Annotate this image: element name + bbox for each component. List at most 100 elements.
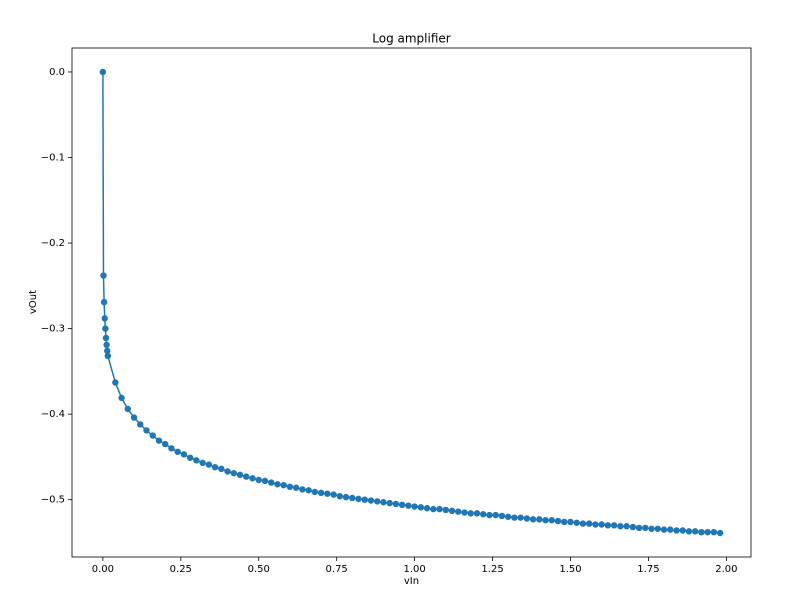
marker — [579, 520, 587, 527]
marker — [642, 524, 649, 532]
marker — [598, 521, 605, 528]
marker — [211, 463, 219, 471]
y-tick-label: −0.5 — [41, 495, 65, 506]
marker — [130, 414, 138, 421]
marker — [292, 484, 300, 491]
marker — [280, 481, 287, 489]
marker — [102, 334, 110, 342]
marker — [224, 468, 231, 475]
x-tick-label: 0.25 — [170, 564, 192, 575]
marker — [386, 499, 393, 507]
marker — [230, 469, 238, 477]
marker — [355, 495, 362, 503]
y-tick-label: −0.1 — [41, 152, 65, 163]
marker — [679, 527, 686, 534]
marker — [716, 529, 724, 537]
marker — [529, 516, 537, 523]
y-tick-label: −0.3 — [41, 324, 65, 335]
marker — [168, 445, 175, 452]
marker — [523, 515, 531, 522]
marker — [336, 493, 343, 500]
marker — [101, 315, 108, 322]
marker — [592, 521, 599, 528]
marker — [342, 493, 350, 501]
marker — [660, 526, 668, 533]
marker — [423, 505, 431, 512]
marker — [193, 457, 200, 464]
marker — [623, 523, 630, 530]
y-axis-label: vOut — [28, 290, 39, 314]
marker — [698, 528, 705, 536]
marker — [473, 510, 481, 517]
marker — [99, 68, 107, 76]
marker — [205, 461, 213, 468]
marker — [374, 498, 381, 505]
marker — [548, 517, 555, 524]
marker — [442, 506, 449, 514]
marker — [504, 513, 512, 520]
marker — [274, 481, 281, 488]
marker — [186, 454, 194, 461]
marker — [467, 510, 474, 517]
marker — [554, 517, 562, 525]
marker — [667, 526, 674, 533]
marker — [199, 459, 206, 467]
marker — [100, 298, 108, 306]
marker — [486, 511, 493, 519]
marker — [249, 475, 256, 482]
y-tick-label: −0.4 — [41, 409, 65, 420]
x-tick-label: 1.00 — [403, 564, 425, 575]
marker — [604, 522, 612, 529]
marker — [691, 528, 699, 535]
marker — [517, 514, 524, 521]
marker — [430, 505, 437, 513]
marker — [268, 479, 275, 486]
marker — [261, 477, 269, 485]
marker — [617, 523, 624, 530]
marker — [398, 501, 406, 509]
marker — [585, 520, 593, 527]
marker — [361, 496, 368, 503]
marker — [561, 518, 568, 526]
marker — [405, 502, 412, 509]
marker — [104, 352, 112, 360]
marker — [573, 519, 580, 526]
marker — [455, 508, 462, 515]
marker — [648, 525, 655, 532]
marker — [461, 509, 468, 516]
marker — [511, 514, 518, 521]
x-tick-label: 1.50 — [559, 564, 581, 575]
marker — [311, 488, 319, 496]
marker — [174, 448, 181, 455]
marker — [155, 437, 163, 444]
marker — [417, 504, 425, 511]
marker — [480, 511, 487, 518]
marker — [255, 476, 262, 484]
marker — [567, 518, 574, 526]
marker — [710, 528, 718, 536]
marker — [104, 347, 111, 355]
marker — [635, 524, 643, 532]
marker — [704, 528, 711, 536]
x-tick-label: 0.75 — [326, 564, 348, 575]
marker — [324, 490, 331, 497]
marker — [299, 486, 306, 493]
marker — [367, 497, 375, 504]
marker — [317, 489, 325, 497]
marker — [536, 516, 543, 523]
marker — [305, 487, 312, 494]
x-tick-label: 1.75 — [637, 564, 659, 575]
x-tick-label: 1.25 — [481, 564, 503, 575]
marker — [112, 379, 119, 386]
marker — [629, 523, 637, 531]
marker — [180, 451, 188, 458]
marker — [380, 499, 387, 506]
marker — [411, 503, 418, 510]
marker — [162, 440, 169, 448]
y-tick-label: −0.2 — [41, 238, 65, 249]
marker — [436, 505, 443, 513]
chart-title: Log amplifier — [372, 32, 451, 46]
marker — [673, 527, 680, 534]
marker — [685, 528, 693, 535]
